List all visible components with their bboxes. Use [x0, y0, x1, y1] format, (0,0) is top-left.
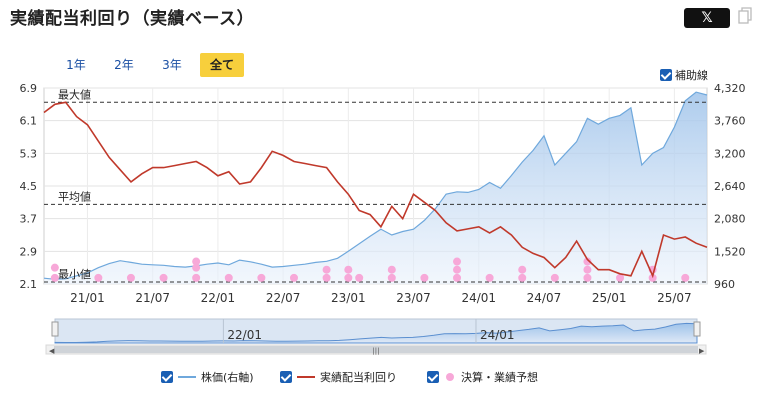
line-marker-icon	[297, 376, 315, 378]
navigator-handle[interactable]	[693, 321, 701, 337]
earnings-dot	[387, 265, 396, 274]
x-tick-label: 24/07	[527, 291, 562, 305]
dot-marker-icon	[446, 373, 454, 381]
y-left-tick-label: 2.1	[20, 278, 38, 291]
earnings-dot	[453, 273, 462, 282]
y-left-tick-label: 6.1	[20, 115, 38, 128]
earnings-dot	[192, 263, 201, 272]
tab-all[interactable]: 全て	[200, 53, 244, 77]
earnings-dot	[94, 273, 103, 282]
earnings-dot	[648, 273, 657, 282]
x-tick-label: 25/07	[657, 291, 692, 305]
earnings-dot	[224, 273, 233, 282]
reference-line-label: 最小値	[58, 268, 91, 281]
earnings-dot	[322, 273, 331, 282]
scroll-right-arrow[interactable]: ▶	[699, 347, 705, 355]
scrollbar-thumb[interactable]	[54, 346, 698, 353]
earnings-dot	[192, 257, 201, 266]
y-right-tick-label: 960	[714, 278, 735, 291]
earnings-dot	[420, 273, 429, 282]
x-tick-label: 21/01	[70, 291, 105, 305]
legend-item-earnings[interactable]: 決算・業績予想	[427, 369, 538, 385]
checkbox-checked-icon[interactable]	[660, 69, 672, 81]
earnings-dot	[616, 273, 625, 282]
legend-label: 株価(右軸)	[201, 371, 254, 384]
earnings-dot	[518, 265, 527, 274]
y-right-tick-label: 4,320	[714, 82, 746, 95]
earnings-dot	[344, 273, 353, 282]
yield-line	[43, 101, 708, 279]
line-marker-icon	[178, 376, 196, 378]
earnings-dot	[583, 265, 592, 274]
tab-2y[interactable]: 2年	[114, 58, 134, 72]
reference-line-label: 最大値	[58, 87, 91, 101]
y-left-tick-label: 6.9	[20, 82, 38, 95]
y-left-tick-label: 2.9	[20, 245, 38, 258]
earnings-dot	[681, 273, 690, 282]
earnings-dot	[50, 263, 59, 272]
tab-3y[interactable]: 3年	[162, 58, 182, 72]
earnings-dot	[550, 273, 559, 282]
y-right-tick-label: 2,640	[714, 180, 746, 193]
earnings-dot	[344, 265, 353, 274]
x-tick-label: 25/01	[592, 291, 627, 305]
earnings-dot	[387, 273, 396, 282]
navigator-label: 24/01	[480, 328, 515, 342]
checkbox-checked-icon[interactable]	[280, 371, 292, 383]
reference-line-label: 平均値	[58, 190, 91, 203]
aux-line-toggle[interactable]: 補助線	[660, 67, 708, 83]
legend-item-yield[interactable]: 実績配当利回り	[280, 369, 397, 385]
x-tick-label: 23/07	[396, 291, 431, 305]
y-right-tick-label: 1,520	[714, 245, 746, 258]
navigator	[54, 318, 698, 344]
y-right-tick-label: 2,080	[714, 213, 746, 226]
earnings-dot	[159, 273, 168, 282]
earnings-dot	[583, 257, 592, 266]
earnings-dot	[518, 273, 527, 282]
x-tick-label: 24/01	[461, 291, 496, 305]
x-tick-label: 22/01	[201, 291, 236, 305]
scroll-left-arrow[interactable]: ◀	[49, 347, 55, 355]
plot-area	[43, 87, 708, 285]
earnings-dot	[583, 273, 592, 282]
earnings-dot	[192, 273, 201, 282]
earnings-dot	[257, 273, 266, 282]
earnings-dot	[289, 273, 298, 282]
x-share-button[interactable]: 𝕏	[684, 8, 730, 28]
y-left-tick-label: 5.3	[20, 147, 38, 160]
tab-1y[interactable]: 1年	[66, 58, 86, 72]
checkbox-checked-icon[interactable]	[427, 371, 439, 383]
y-right-tick-label: 3,200	[714, 147, 746, 160]
earnings-dot	[485, 273, 494, 282]
y-right-tick-label: 3,760	[714, 115, 746, 128]
navigator-series	[54, 322, 698, 344]
x-tick-label: 22/07	[266, 291, 301, 305]
checkbox-checked-icon[interactable]	[161, 371, 173, 383]
legend-label: 決算・業績予想	[461, 371, 538, 384]
earnings-dot	[648, 265, 657, 274]
legend-item-price[interactable]: 株価(右軸)	[161, 369, 254, 385]
navigator-label: 22/01	[227, 328, 262, 342]
scrollbar-track	[45, 344, 707, 355]
price-line	[43, 91, 708, 280]
aux-line-label: 補助線	[675, 69, 708, 82]
earnings-dot	[50, 273, 59, 282]
earnings-dot	[355, 273, 364, 282]
page-title: 実績配当利回り（実績ベース）	[10, 9, 255, 29]
earnings-dot	[453, 265, 462, 274]
earnings-dot	[126, 273, 135, 282]
legend-label: 実績配当利回り	[320, 371, 397, 384]
navigator-handle[interactable]	[51, 321, 59, 337]
copy-icon[interactable]	[738, 7, 752, 25]
y-left-tick-label: 3.7	[20, 213, 38, 226]
price-area	[44, 92, 707, 284]
x-tick-label: 21/07	[135, 291, 170, 305]
x-tick-label: 23/01	[331, 291, 366, 305]
earnings-dot	[322, 265, 331, 274]
earnings-dot	[453, 257, 462, 266]
scrollbar-grip: |||	[372, 347, 379, 355]
y-left-tick-label: 4.5	[20, 180, 38, 193]
